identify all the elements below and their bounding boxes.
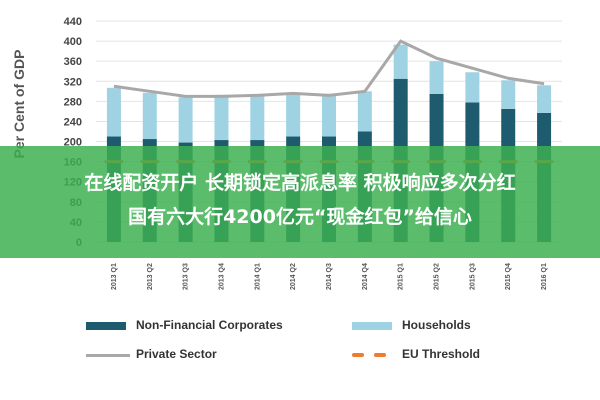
bar-households xyxy=(357,91,372,132)
x-tick-label: 2014 Q1 xyxy=(254,263,261,290)
y-tick-label: 400 xyxy=(64,36,82,48)
bar-households xyxy=(465,72,480,103)
y-tick-label: 200 xyxy=(64,137,82,149)
legend-swatch-private-sector xyxy=(86,354,130,357)
overlay-banner: 在线配资开户 长期锁定高派息率 积极响应多次分红 国有六大行4200亿元“现金红… xyxy=(0,146,600,258)
bar-households xyxy=(537,85,552,113)
bar-households xyxy=(106,87,121,137)
legend-label-households: Households xyxy=(402,318,471,332)
private-sector-line xyxy=(113,39,545,98)
bar-households xyxy=(501,80,516,109)
y-tick-label: 280 xyxy=(64,96,82,108)
x-tick-label: 2013 Q3 xyxy=(183,263,190,290)
x-tick-label: 2015 Q4 xyxy=(505,263,512,290)
x-tick-label: 2014 Q4 xyxy=(362,263,369,290)
x-tick-label: 2015 Q2 xyxy=(434,263,441,290)
bar-households xyxy=(178,97,193,143)
bar-households xyxy=(142,92,157,140)
legend-swatch-non-financial-corporates xyxy=(86,322,126,330)
x-tick-label: 2013 Q4 xyxy=(218,263,225,290)
x-tick-label: 2014 Q3 xyxy=(326,263,333,290)
x-tick-label: 2015 Q3 xyxy=(469,263,476,290)
chart-legend: Non-Financial Corporates Households Priv… xyxy=(0,300,600,400)
bar-households xyxy=(214,94,229,141)
bar-households xyxy=(250,94,265,141)
legend-label-non-financial-corporates: Non-Financial Corporates xyxy=(136,318,283,332)
x-tick-label: 2013 Q2 xyxy=(147,263,154,290)
legend-swatch-eu-threshold-a xyxy=(352,353,364,357)
legend-swatch-eu-threshold-b xyxy=(374,353,386,357)
y-tick-label: 360 xyxy=(64,56,82,68)
legend-label-eu-threshold: EU Threshold xyxy=(402,347,481,361)
y-axis-label: Per Cent of GDP xyxy=(11,50,27,159)
x-tick-label: 2015 Q1 xyxy=(398,263,405,290)
x-tick-label: 2016 Q1 xyxy=(541,263,548,290)
bar-households xyxy=(393,44,408,79)
legend-label-private-sector: Private Sector xyxy=(136,347,217,361)
x-tick-label: 2013 Q1 xyxy=(111,263,118,290)
x-tick-label: 2014 Q2 xyxy=(290,263,297,290)
banner-line-2: 国有六大行4200亿元“现金红包”给信心 xyxy=(128,206,472,228)
banner-line-1: 在线配资开户 长期锁定高派息率 积极响应多次分红 xyxy=(84,172,516,194)
x-axis-ticks: 2013 Q1 2013 Q2 2013 Q3 2013 Q4 2014 Q1 2014 … xyxy=(111,263,548,290)
bar-households xyxy=(286,93,301,137)
y-tick-label: 440 xyxy=(64,16,82,28)
bar-households xyxy=(322,93,336,137)
y-tick-label: 320 xyxy=(64,76,82,88)
y-tick-label: 240 xyxy=(64,116,82,128)
bar-households xyxy=(429,61,444,94)
legend-swatch-households xyxy=(352,322,392,330)
